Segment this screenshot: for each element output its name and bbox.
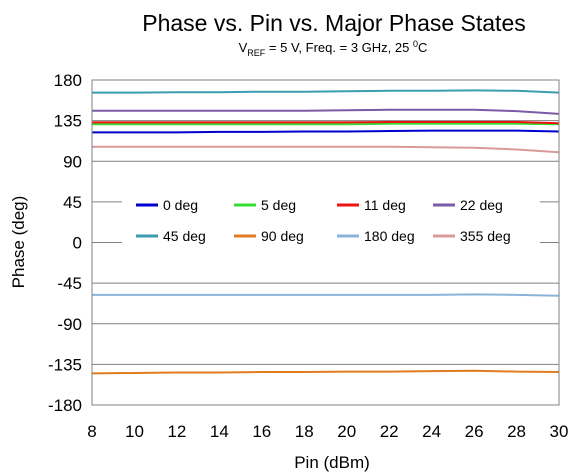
- x-tick-labels: 8 10 12 14 16 18 20 22 24 26 28 30: [87, 422, 568, 441]
- x-tick-label: 24: [422, 422, 441, 441]
- x-tick-label: 10: [125, 422, 144, 441]
- x-axis-label: Pin (dBm): [294, 453, 370, 472]
- y-tick-label: 45: [63, 193, 82, 212]
- legend-item: 90 deg: [234, 228, 304, 244]
- x-tick-label: 12: [167, 422, 186, 441]
- y-tick-label: 90: [63, 152, 82, 171]
- y-tick-label: -135: [48, 355, 82, 374]
- plot-area-frame: [91, 79, 560, 406]
- y-tick-label: -180: [48, 396, 82, 415]
- legend-item: 11 deg: [337, 197, 406, 213]
- series-line-180-deg: [92, 293, 560, 297]
- legend-label: 22 deg: [460, 197, 503, 213]
- legend-label: 180 deg: [364, 228, 415, 244]
- legend-label: 5 deg: [261, 197, 296, 213]
- series-line-90-deg: [91, 369, 560, 375]
- legend-item: 5 deg: [234, 197, 296, 213]
- legend-item: 22 deg: [433, 197, 503, 213]
- legend-label: 45 deg: [163, 228, 206, 244]
- series-line-0-deg: [92, 129, 560, 134]
- legend-label: 0 deg: [163, 197, 198, 213]
- y-tick-label: -90: [57, 315, 82, 334]
- x-tick-label: 28: [507, 422, 526, 441]
- series-line-22-deg: [92, 108, 560, 115]
- legend-item: 180 deg: [337, 228, 415, 244]
- y-tick-label: -45: [57, 274, 82, 293]
- y-tick-label: 0: [73, 234, 82, 253]
- legend: 0 deg 5 deg 11 deg 22 deg 45 deg 90 deg 180 de…: [122, 190, 540, 252]
- legend-item: 45 deg: [136, 228, 206, 244]
- x-tick-label: 22: [380, 422, 399, 441]
- x-tick-label: 14: [210, 422, 229, 441]
- series-line-355-deg: [92, 145, 560, 154]
- legend-item: 0 deg: [136, 197, 198, 213]
- x-tick-label: 26: [465, 422, 484, 441]
- chart-title: Phase vs. Pin vs. Major Phase States: [142, 10, 526, 36]
- legend-label: 90 deg: [261, 228, 304, 244]
- x-tick-label: 18: [295, 422, 314, 441]
- x-tick-label: 20: [337, 422, 356, 441]
- x-tick-label: 8: [87, 422, 96, 441]
- series-lines: [91, 89, 560, 375]
- legend-label: 355 deg: [460, 228, 511, 244]
- y-tick-label: 180: [54, 71, 82, 90]
- legend-item: 355 deg: [433, 228, 511, 244]
- y-tick-label: 135: [54, 112, 82, 131]
- y-tick-labels: 180 135 90 45 0 -45 -90 -135 -180: [48, 71, 82, 415]
- legend-label: 11 deg: [364, 197, 406, 213]
- x-tick-label: 16: [252, 422, 271, 441]
- series-line-11-deg: [92, 121, 560, 125]
- legend-background: [122, 190, 540, 252]
- chart-subtitle: VREF = 5 V, Freq. = 3 GHz, 25 0C: [239, 39, 428, 58]
- series-line-45-deg: [92, 89, 560, 94]
- y-axis-label: Phase (deg): [9, 196, 28, 289]
- x-tick-label: 30: [550, 422, 569, 441]
